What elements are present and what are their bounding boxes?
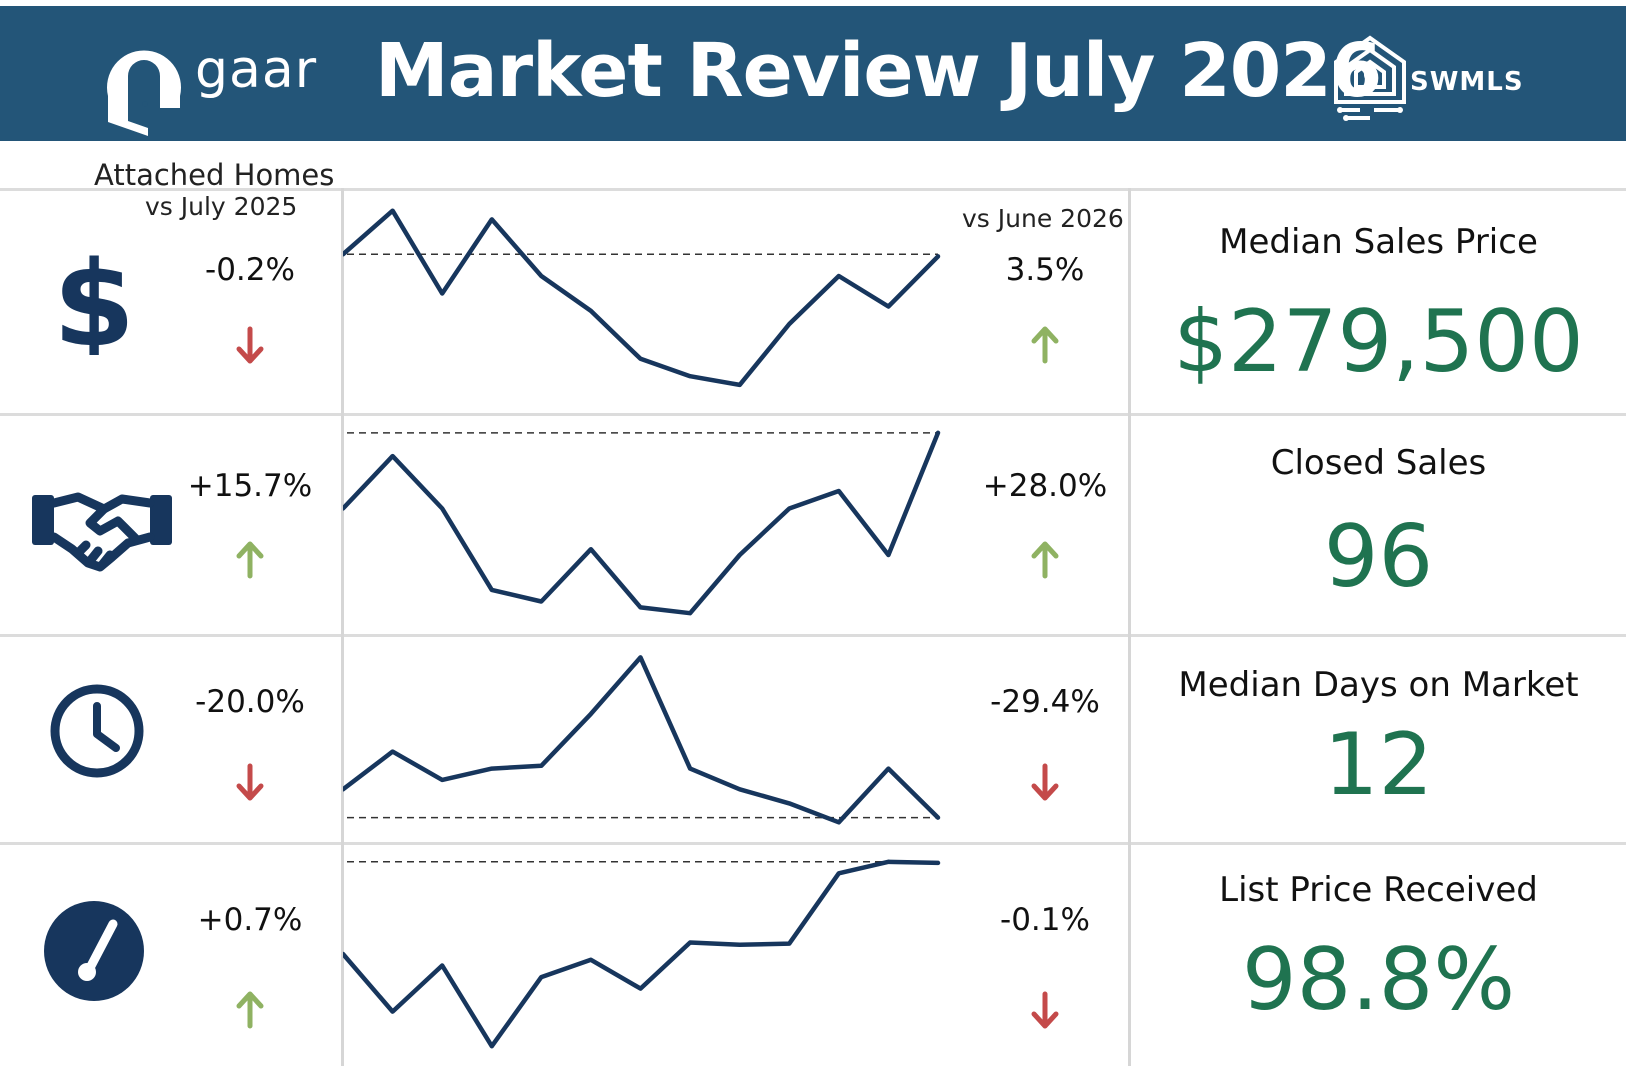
mom-arrow-down-icon <box>1031 991 1059 1029</box>
series-line <box>343 430 941 616</box>
svg-text:$: $ <box>53 245 135 355</box>
gaar-logo: gaar <box>100 26 330 137</box>
kpi-label-median-sales-price: Median Sales Price <box>1219 222 1538 262</box>
mom-arrow-up-icon <box>1031 541 1059 579</box>
yoy-change-closed-sales: +15.7% <box>187 468 313 504</box>
row-divider <box>0 188 1626 191</box>
mom-change-median-days-on-market: -29.4% <box>990 684 1100 720</box>
swmls-logo: SWMLS <box>1330 32 1530 124</box>
kpi-label-median-days-on-market: Median Days on Market <box>1178 665 1579 705</box>
header-banner: gaar Market Review July 2026 SWMLS <box>0 6 1626 141</box>
kpi-label-closed-sales: Closed Sales <box>1270 443 1487 483</box>
page-title: Market Review July 2026 <box>375 28 1382 114</box>
sparkline-closed-sales <box>343 430 941 616</box>
gaar-logo-text: gaar <box>195 40 318 100</box>
kpi-value-list-price-received: 98.8% <box>1241 930 1516 1030</box>
yoy-arrow-down-icon <box>236 763 264 801</box>
yoy-change-list-price-received: +0.7% <box>197 902 303 938</box>
yoy-arrow-up-icon <box>236 541 264 579</box>
row-divider <box>0 634 1626 637</box>
column-divider <box>1128 188 1131 1066</box>
yoy-arrow-down-icon <box>236 326 264 364</box>
yoy-change-median-days-on-market: -20.0% <box>195 684 305 720</box>
series-line <box>343 859 941 1049</box>
kpi-value-median-sales-price: $279,500 <box>1173 292 1584 392</box>
yoy-change-median-sales-price: -0.2% <box>205 252 295 288</box>
section-title: Attached Homes <box>94 158 335 192</box>
yoy-arrow-up-icon <box>236 991 264 1029</box>
swmls-logo-text: SWMLS <box>1410 67 1524 97</box>
gauge-icon <box>44 901 144 1001</box>
sparkline-days-on-market <box>343 655 941 825</box>
sparkline-median-sales-price <box>343 208 941 388</box>
gaar-door-icon <box>107 50 181 137</box>
mom-arrow-up-icon <box>1031 326 1059 364</box>
series-line <box>343 655 941 825</box>
yoy-column-label: vs July 2025 <box>145 192 298 221</box>
mom-change-closed-sales: +28.0% <box>982 468 1108 504</box>
clock-icon <box>50 684 144 778</box>
kpi-value-median-days-on-market: 12 <box>1323 715 1434 815</box>
swmls-house-icon <box>1334 35 1406 121</box>
sparkline-list-price-received <box>343 859 941 1049</box>
kpi-label-list-price-received: List Price Received <box>1219 870 1538 910</box>
mom-arrow-down-icon <box>1031 763 1059 801</box>
column-divider <box>341 188 344 1066</box>
mom-column-label: vs June 2026 <box>962 204 1124 233</box>
dollar-icon: $ <box>53 245 135 355</box>
row-divider <box>0 842 1626 845</box>
kpi-value-closed-sales: 96 <box>1323 507 1434 607</box>
row-divider <box>0 413 1626 416</box>
handshake-icon <box>32 492 172 572</box>
mom-change-median-sales-price: 3.5% <box>1005 252 1085 288</box>
mom-change-list-price-received: -0.1% <box>1000 902 1090 938</box>
